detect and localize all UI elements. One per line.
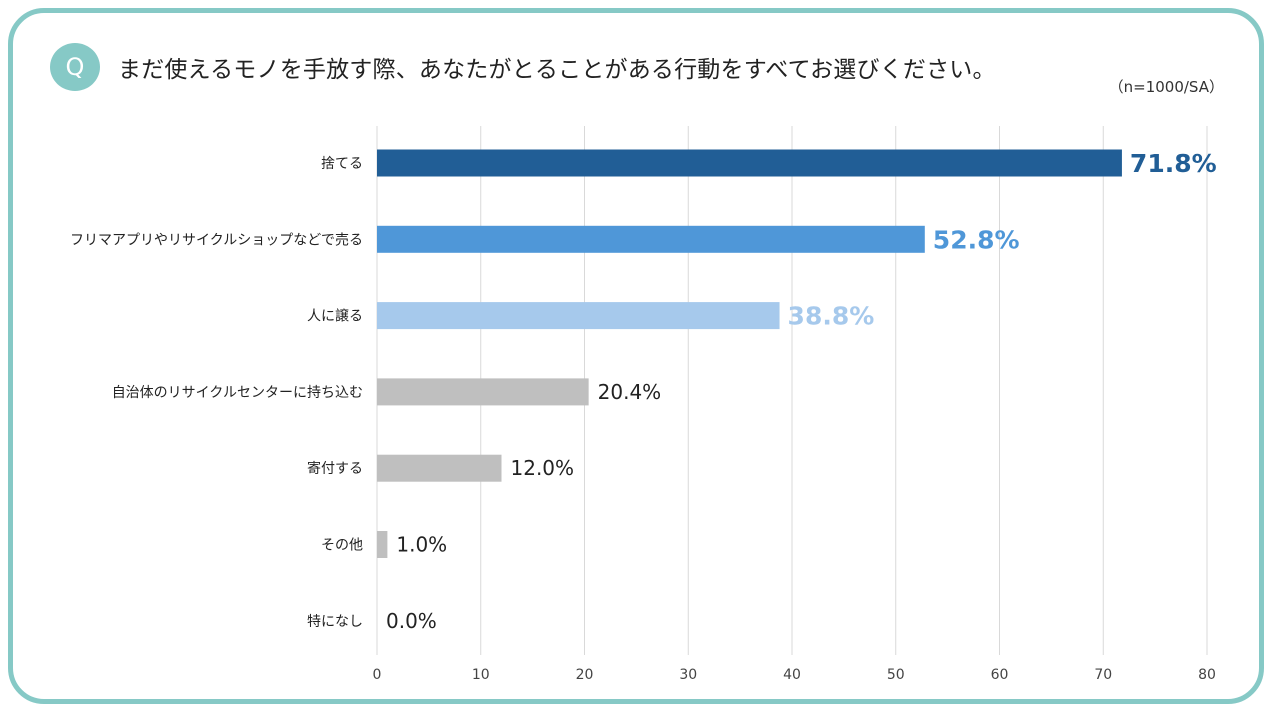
x-tick-label: 20 bbox=[576, 667, 594, 683]
x-tick-label: 0 bbox=[373, 667, 382, 683]
x-tick-label: 50 bbox=[887, 667, 905, 683]
category-label: 寄付する bbox=[307, 460, 363, 477]
grid-lines bbox=[376, 126, 1208, 655]
category-label: 特になし bbox=[307, 614, 363, 630]
question-text: まだ使えるモノを手放す際、あなたがとることがある行動をすべてお選びください。 bbox=[118, 57, 996, 83]
category-label: 自治体のリサイクルセンターに持ち込む bbox=[112, 385, 363, 401]
bar-3 bbox=[377, 378, 589, 406]
category-label: 捨てる bbox=[321, 155, 363, 172]
bar-2 bbox=[377, 302, 780, 330]
bar-5 bbox=[377, 531, 388, 558]
sample-size-note: （n=1000/SA） bbox=[1108, 78, 1224, 96]
category-label: その他 bbox=[321, 538, 363, 554]
category-label: フリマアプリやリサイクルショップなどで売る bbox=[70, 232, 363, 248]
x-tick-labels: 0 10 20 30 40 50 60 70 80 bbox=[373, 667, 1216, 683]
bar-1 bbox=[377, 225, 925, 253]
value-labels: 71.8% 52.8% 38.8% 20.4% 12.0% 1.0% 0.0% bbox=[386, 149, 1217, 633]
x-tick-label: 60 bbox=[991, 667, 1009, 683]
x-tick-label: 30 bbox=[679, 667, 697, 683]
x-tick-label: 40 bbox=[783, 667, 801, 683]
x-tick-label: 80 bbox=[1198, 667, 1216, 683]
bar-0 bbox=[377, 149, 1122, 177]
x-tick-label: 10 bbox=[472, 667, 490, 683]
bar-4 bbox=[377, 454, 502, 482]
value-label: 0.0% bbox=[386, 609, 437, 633]
category-labels: 捨てるフリマアプリやリサイクルショップなどで売る人に譲る自治体のリサイクルセンタ… bbox=[70, 155, 363, 630]
value-label: 20.4% bbox=[598, 380, 662, 404]
x-tick-label: 70 bbox=[1094, 667, 1112, 683]
question-badge: Q bbox=[50, 43, 100, 91]
bars bbox=[377, 149, 1122, 558]
value-label: 12.0% bbox=[511, 456, 575, 480]
value-label: 1.0% bbox=[396, 533, 447, 557]
value-label: 71.8% bbox=[1130, 149, 1217, 178]
category-label: 人に譲る bbox=[307, 309, 363, 325]
value-label: 38.8% bbox=[788, 302, 875, 331]
chart-frame bbox=[8, 8, 1264, 704]
value-label: 52.8% bbox=[933, 225, 1020, 254]
